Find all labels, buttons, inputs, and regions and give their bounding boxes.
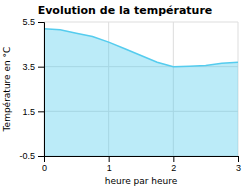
tick-label: 1.5: [22, 107, 35, 117]
tick: 2: [171, 156, 176, 173]
tick-mark: [38, 111, 44, 112]
tick-label: 1: [107, 163, 112, 173]
tick: -0.5: [19, 151, 44, 161]
title: Evolution de la température: [38, 4, 213, 17]
marks: [44, 29, 238, 156]
tick-label: 3: [236, 163, 241, 173]
tick: 1.5: [22, 107, 44, 117]
tick-mark: [109, 156, 110, 162]
tick-label: -0.5: [19, 151, 35, 161]
tick-mark: [38, 156, 44, 157]
tick: 3.5: [22, 62, 44, 72]
tick-mark: [38, 67, 44, 68]
tick: 3: [236, 156, 241, 173]
tick: 1: [107, 156, 112, 173]
x-label: heure par heure: [105, 176, 178, 186]
tick-label: 2: [171, 163, 176, 173]
grid-line: [44, 22, 238, 23]
chart-container: 0 1 2 3 -0.5 1.5 3.5 5.5Evolution de la tempéra…: [0, 0, 250, 188]
tick-mark: [238, 156, 239, 162]
tick: 5.5: [22, 17, 44, 27]
tick-label: 5.5: [22, 17, 35, 27]
line: [44, 29, 238, 67]
grid: [44, 22, 238, 156]
axis-line: [38, 23, 45, 157]
x-axis: 0 1 2 3: [42, 156, 241, 173]
tick-label: 0: [42, 163, 47, 173]
tick: 0: [42, 156, 47, 173]
tick-mark: [173, 156, 174, 162]
tick-mark: [38, 22, 44, 23]
y-label: Température en °C: [2, 47, 12, 133]
tick-label: 3.5: [22, 62, 35, 72]
area: [44, 29, 238, 156]
plot: 0 1 2 3 -0.5 1.5 3.5 5.5: [19, 17, 241, 173]
chart-svg: 0 1 2 3 -0.5 1.5 3.5 5.5Evolution de la tempéra…: [0, 0, 250, 188]
axis-line: [45, 157, 239, 163]
y-axis: -0.5 1.5 3.5 5.5: [19, 17, 44, 161]
